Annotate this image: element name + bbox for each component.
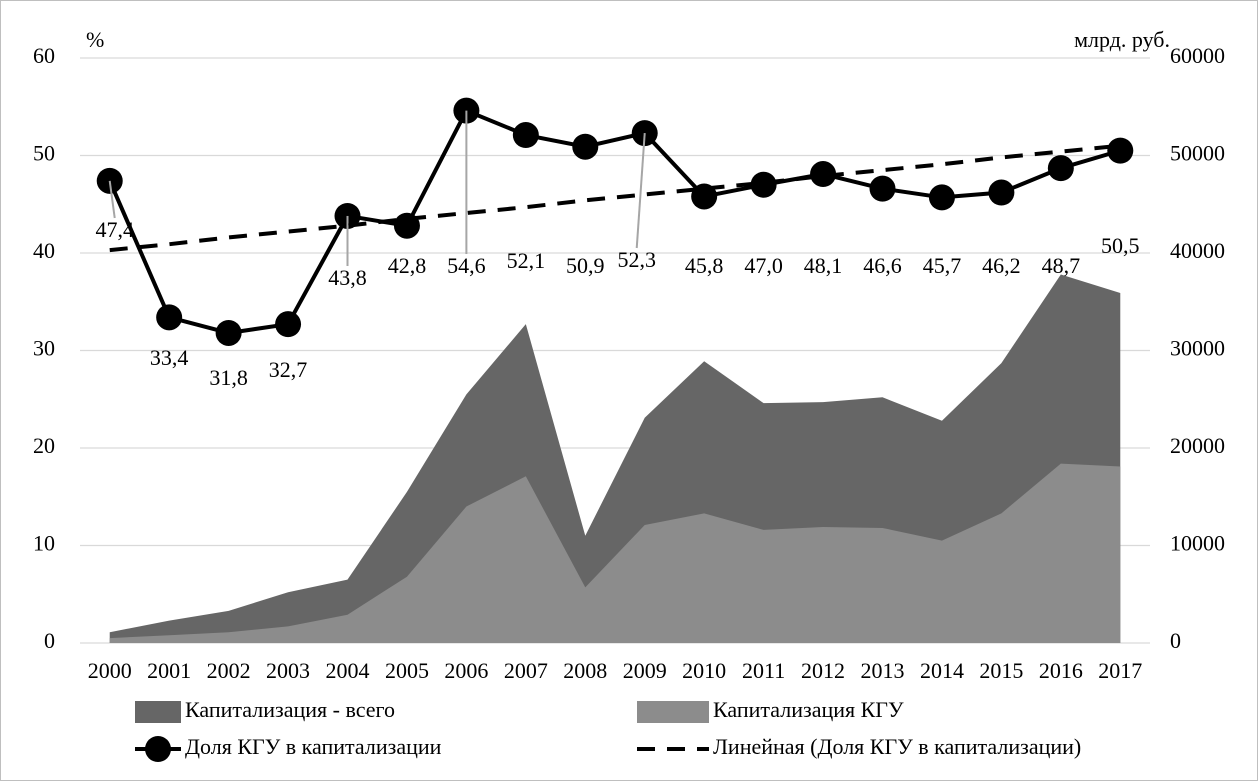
data-label: 50,5 (1101, 233, 1140, 258)
x-tick-label: 2005 (385, 658, 429, 683)
data-label: 45,7 (923, 253, 962, 278)
data-label: 45,8 (685, 253, 724, 278)
x-tick-label: 2011 (742, 658, 785, 683)
marker (1047, 155, 1074, 182)
y-axis-label: % (86, 27, 104, 52)
y-tick-label: 0 (44, 628, 55, 653)
y2-tick-label: 0 (1170, 628, 1181, 653)
data-label: 52,1 (507, 248, 546, 273)
y2-tick-label: 30000 (1170, 336, 1225, 361)
x-tick-label: 2001 (147, 658, 191, 683)
data-label: 48,7 (1042, 253, 1081, 278)
marker (928, 184, 955, 211)
x-tick-label: 2016 (1039, 658, 1083, 683)
y-tick-label: 40 (33, 238, 55, 263)
x-tick-label: 2017 (1098, 658, 1142, 683)
trend-line (109, 143, 1121, 253)
data-label: 50,9 (566, 253, 605, 278)
data-label: 46,6 (863, 253, 902, 278)
x-tick-label: 2015 (979, 658, 1023, 683)
marker (750, 171, 777, 198)
x-tick-label: 2012 (801, 658, 845, 683)
x-tick-label: 2006 (444, 658, 488, 683)
leader-line (108, 180, 116, 219)
data-label: 54,6 (447, 253, 486, 278)
data-label: 32,7 (269, 357, 308, 382)
x-tick-label: 2009 (623, 658, 667, 683)
data-label: 33,4 (150, 345, 189, 370)
area (109, 463, 1121, 643)
marker (810, 161, 837, 188)
marker (572, 133, 599, 160)
x-tick-label: 2002 (207, 658, 251, 683)
y2-tick-label: 50000 (1170, 141, 1225, 166)
leader-line (635, 133, 646, 249)
marker (215, 319, 242, 346)
legend-label: Капитализация КГУ (713, 697, 904, 722)
x-tick-label: 2007 (504, 658, 548, 683)
marker (512, 122, 539, 149)
marker (275, 311, 302, 338)
legend-swatch (637, 701, 709, 723)
x-tick-label: 2013 (861, 658, 905, 683)
data-label: 43,8 (328, 265, 367, 290)
y-tick-label: 30 (33, 336, 55, 361)
y2-tick-label: 20000 (1170, 433, 1225, 458)
x-tick-label: 2000 (88, 658, 132, 683)
y2-axis-label: млрд. руб. (1074, 27, 1170, 52)
x-tick-label: 2014 (920, 658, 964, 683)
legend-swatch (135, 701, 181, 723)
marker (1107, 137, 1134, 164)
x-tick-label: 2004 (326, 658, 370, 683)
data-label: 47,4 (95, 217, 134, 242)
x-tick-label: 2008 (563, 658, 607, 683)
y-tick-label: 10 (33, 531, 55, 556)
legend-label: Линейная (Доля КГУ в капитализации) (713, 734, 1081, 759)
data-label: 48,1 (804, 253, 843, 278)
legend-label: Доля КГУ в капитализации (185, 734, 442, 759)
data-label: 52,3 (617, 247, 656, 272)
data-label: 31,8 (209, 365, 248, 390)
y-tick-label: 20 (33, 433, 55, 458)
marker (988, 179, 1015, 206)
legend-label: Капитализация - всего (185, 697, 395, 722)
data-label: 42,8 (388, 253, 427, 278)
y2-tick-label: 40000 (1170, 238, 1225, 263)
x-tick-label: 2010 (682, 658, 726, 683)
data-label: 47,0 (744, 253, 783, 278)
marker (156, 304, 183, 331)
y-tick-label: 60 (33, 43, 55, 68)
legend-marker (145, 736, 171, 762)
y2-tick-label: 60000 (1170, 43, 1225, 68)
marker (869, 175, 896, 202)
x-tick-label: 2003 (266, 658, 310, 683)
y2-tick-label: 10000 (1170, 531, 1225, 556)
y-tick-label: 50 (33, 141, 55, 166)
data-label: 46,2 (982, 253, 1021, 278)
